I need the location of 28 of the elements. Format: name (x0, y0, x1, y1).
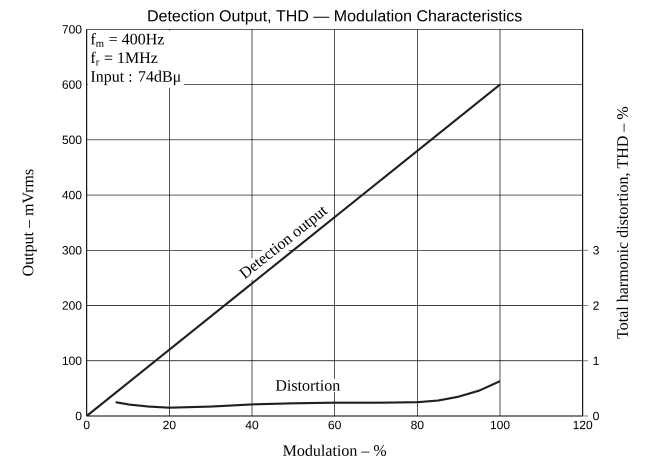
line-series (114, 380, 502, 409)
series-label: Distortion (276, 380, 340, 391)
x-tick-label: 40 (246, 420, 258, 430)
y-tick-label: 400 (62, 190, 82, 200)
x-tick-label: 120 (574, 420, 592, 430)
y-tick-label: 700 (62, 25, 82, 34)
x-tick-label: 20 (163, 420, 176, 430)
y-tick-label: 0 (76, 412, 82, 420)
annotation: f$_{r}$ = 1MHz (90, 52, 158, 66)
y2-tick-label: 0 (593, 412, 599, 420)
x-axis-title: Modulation – % (283, 444, 386, 456)
x-tick-label: 60 (328, 420, 341, 430)
y2-tick-label: 1 (594, 356, 599, 365)
x-tick-label: 80 (411, 420, 424, 430)
y-tick-label: 500 (62, 136, 82, 144)
y2-tick-label: 2 (593, 301, 599, 310)
y2-tick-label: 3 (593, 246, 599, 255)
chart-title: Detection Output, THD — Modulation Characteristics (148, 10, 522, 25)
y-axis-title: Output – mVrms (22, 169, 37, 276)
y-tick-label: 200 (62, 301, 82, 310)
annotation: Input : 74dBμ (90, 70, 181, 86)
y-tick-label: 300 (62, 246, 82, 255)
y-tick-label: 100 (62, 356, 82, 366)
y2-axis-title: Total harmonic distortion, THD – % (616, 106, 630, 339)
annotation: f$_{m}$ = 400Hz (90, 33, 164, 47)
x-tick-label: 0 (84, 420, 90, 430)
x-tick-label: 100 (490, 420, 510, 430)
y-tick-label: 600 (62, 80, 82, 89)
